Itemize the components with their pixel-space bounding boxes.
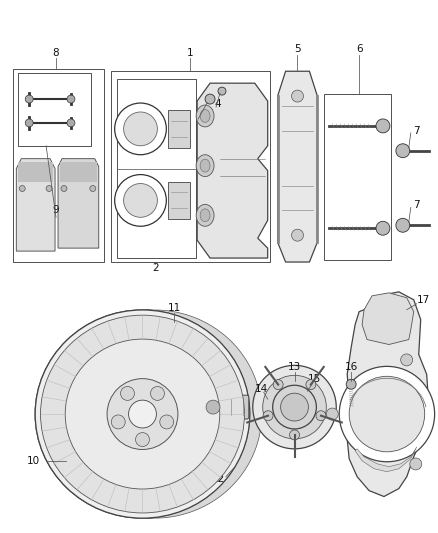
Bar (117, 79, 196, 258)
Ellipse shape (65, 339, 220, 489)
Circle shape (61, 185, 67, 191)
Circle shape (346, 379, 356, 389)
Bar (168, 110, 190, 148)
Ellipse shape (200, 159, 210, 172)
Text: 8: 8 (53, 49, 60, 58)
Ellipse shape (196, 204, 214, 226)
Circle shape (316, 411, 326, 421)
Text: 1: 1 (187, 49, 194, 58)
Ellipse shape (35, 310, 250, 518)
Text: 15: 15 (308, 374, 321, 384)
Text: 7: 7 (413, 200, 420, 211)
Circle shape (200, 394, 226, 420)
Circle shape (410, 458, 422, 470)
Text: 4: 4 (215, 99, 221, 109)
Circle shape (115, 175, 166, 226)
Circle shape (290, 430, 300, 440)
Ellipse shape (65, 339, 220, 489)
Circle shape (396, 219, 410, 232)
Circle shape (206, 400, 220, 414)
Circle shape (273, 385, 316, 429)
Circle shape (263, 375, 326, 439)
Text: 10: 10 (27, 456, 40, 466)
Polygon shape (16, 159, 55, 251)
Circle shape (349, 376, 425, 452)
Polygon shape (362, 293, 414, 344)
Circle shape (124, 183, 157, 217)
Circle shape (218, 87, 226, 95)
Ellipse shape (200, 109, 210, 123)
Text: 9: 9 (53, 205, 60, 215)
Circle shape (46, 185, 52, 191)
Polygon shape (197, 83, 268, 258)
Bar (111, 71, 270, 262)
Circle shape (135, 433, 149, 447)
Ellipse shape (35, 310, 250, 518)
Circle shape (263, 411, 273, 421)
Circle shape (273, 379, 283, 390)
Text: 3: 3 (195, 111, 201, 121)
Circle shape (401, 354, 413, 366)
Circle shape (376, 119, 390, 133)
Circle shape (339, 366, 434, 462)
Polygon shape (146, 310, 262, 518)
Text: 2: 2 (152, 263, 159, 273)
FancyBboxPatch shape (225, 395, 249, 419)
Circle shape (67, 119, 75, 127)
Circle shape (396, 144, 410, 158)
Circle shape (90, 185, 96, 191)
Text: 13: 13 (288, 362, 301, 373)
Bar (60, 161, 97, 182)
Circle shape (160, 415, 174, 429)
Ellipse shape (196, 155, 214, 176)
Ellipse shape (196, 105, 214, 127)
Circle shape (129, 400, 156, 428)
Circle shape (205, 94, 215, 104)
Text: 5: 5 (294, 44, 301, 54)
Circle shape (306, 379, 316, 390)
Bar (168, 182, 190, 219)
Circle shape (151, 386, 164, 400)
Bar (324, 94, 391, 260)
Bar (13, 69, 104, 262)
Polygon shape (347, 292, 429, 497)
Circle shape (111, 415, 125, 429)
Circle shape (25, 95, 33, 103)
Circle shape (281, 393, 308, 421)
Text: 11: 11 (168, 303, 181, 313)
Circle shape (376, 221, 390, 235)
Bar (18, 73, 91, 146)
Text: 14: 14 (255, 384, 268, 394)
Circle shape (292, 229, 304, 241)
Circle shape (19, 185, 25, 191)
Polygon shape (278, 71, 318, 262)
Ellipse shape (41, 315, 244, 513)
Ellipse shape (41, 315, 244, 513)
Text: 6: 6 (356, 44, 362, 54)
Polygon shape (355, 447, 417, 472)
Text: 12: 12 (212, 474, 225, 483)
Circle shape (120, 386, 134, 400)
Circle shape (326, 408, 338, 420)
Circle shape (124, 112, 157, 146)
Text: 7: 7 (413, 126, 420, 136)
Circle shape (25, 119, 33, 127)
Ellipse shape (200, 209, 210, 222)
Circle shape (115, 103, 166, 155)
Text: 16: 16 (345, 362, 358, 373)
Text: 17: 17 (417, 295, 430, 305)
Circle shape (253, 365, 336, 449)
Polygon shape (58, 159, 99, 248)
Bar (18, 161, 53, 182)
Circle shape (67, 95, 75, 103)
Circle shape (292, 90, 304, 102)
Circle shape (107, 378, 178, 449)
